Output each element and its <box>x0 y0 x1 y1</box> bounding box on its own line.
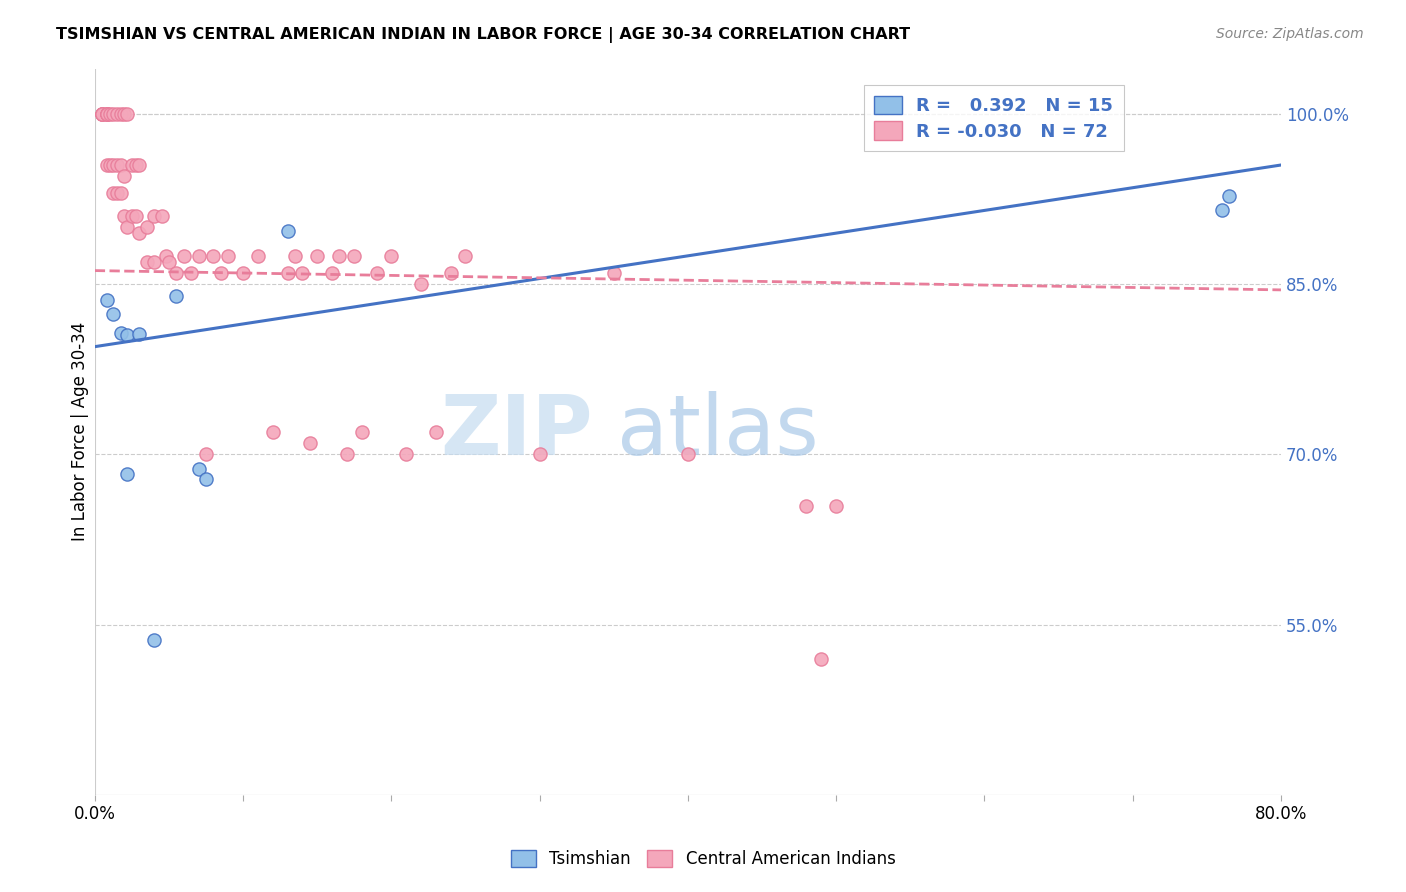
Point <box>217 249 239 263</box>
Point <box>187 462 209 476</box>
Point <box>796 499 818 513</box>
Point <box>117 220 139 235</box>
Point <box>110 158 132 172</box>
Point <box>1211 203 1233 218</box>
Point <box>101 186 124 201</box>
Point <box>180 266 202 280</box>
Point <box>454 249 477 263</box>
Point <box>195 448 218 462</box>
Point <box>143 209 166 223</box>
Point <box>825 499 848 513</box>
Point <box>128 327 150 342</box>
Point <box>529 448 551 462</box>
Point <box>298 436 321 450</box>
Point <box>91 107 114 121</box>
Point <box>307 249 329 263</box>
Point <box>277 224 299 238</box>
Point <box>157 254 180 268</box>
Point <box>114 107 136 121</box>
Point <box>143 632 166 647</box>
Point <box>96 293 118 307</box>
Point <box>284 249 307 263</box>
Point <box>409 277 432 292</box>
Point <box>810 652 832 666</box>
Point <box>165 288 187 302</box>
Point <box>135 254 157 268</box>
Point <box>187 249 209 263</box>
Point <box>117 467 139 481</box>
Point <box>98 158 121 172</box>
Point <box>105 158 128 172</box>
Point <box>110 107 132 121</box>
Point <box>380 249 402 263</box>
Point <box>291 266 314 280</box>
Point <box>165 266 187 280</box>
Point <box>246 249 269 263</box>
Text: TSIMSHIAN VS CENTRAL AMERICAN INDIAN IN LABOR FORCE | AGE 30-34 CORRELATION CHAR: TSIMSHIAN VS CENTRAL AMERICAN INDIAN IN … <box>56 27 910 43</box>
Point <box>195 473 218 487</box>
Point <box>91 107 114 121</box>
Y-axis label: In Labor Force | Age 30-34: In Labor Force | Age 30-34 <box>72 322 89 541</box>
Point <box>98 107 121 121</box>
Point <box>328 249 350 263</box>
Point <box>125 158 148 172</box>
Point <box>277 266 299 280</box>
Point <box>321 266 343 280</box>
Point <box>440 266 463 280</box>
Point <box>128 226 150 240</box>
Point <box>395 448 418 462</box>
Point <box>155 249 177 263</box>
Point <box>117 328 139 343</box>
Point <box>105 107 128 121</box>
Point <box>114 209 136 223</box>
Point <box>105 186 128 201</box>
Point <box>117 107 139 121</box>
Point <box>143 254 166 268</box>
Point <box>232 266 254 280</box>
Point <box>91 107 114 121</box>
Point <box>603 266 626 280</box>
Text: ZIP: ZIP <box>440 392 593 472</box>
Point <box>101 307 124 321</box>
Point <box>96 107 118 121</box>
Point <box>366 266 388 280</box>
Point <box>96 107 118 121</box>
Point <box>96 107 118 121</box>
Point <box>110 186 132 201</box>
Point <box>336 448 359 462</box>
Legend: Tsimshian, Central American Indians: Tsimshian, Central American Indians <box>503 843 903 875</box>
Point <box>101 107 124 121</box>
Point <box>125 209 148 223</box>
Legend: R =   0.392   N = 15, R = -0.030   N = 72: R = 0.392 N = 15, R = -0.030 N = 72 <box>863 85 1123 152</box>
Point <box>96 158 118 172</box>
Point <box>110 326 132 340</box>
Point <box>96 107 118 121</box>
Point <box>135 220 157 235</box>
Text: atlas: atlas <box>617 392 818 472</box>
Point <box>128 158 150 172</box>
Point <box>350 425 373 439</box>
Point <box>150 209 173 223</box>
Text: Source: ZipAtlas.com: Source: ZipAtlas.com <box>1216 27 1364 41</box>
Point <box>121 209 143 223</box>
Point <box>101 158 124 172</box>
Point <box>173 249 195 263</box>
Point <box>343 249 366 263</box>
Point <box>425 425 447 439</box>
Point <box>91 107 114 121</box>
Point <box>262 425 284 439</box>
Point <box>114 169 136 184</box>
Point <box>676 448 699 462</box>
Point <box>121 158 143 172</box>
Point <box>1218 188 1240 202</box>
Point <box>202 249 225 263</box>
Point <box>209 266 232 280</box>
